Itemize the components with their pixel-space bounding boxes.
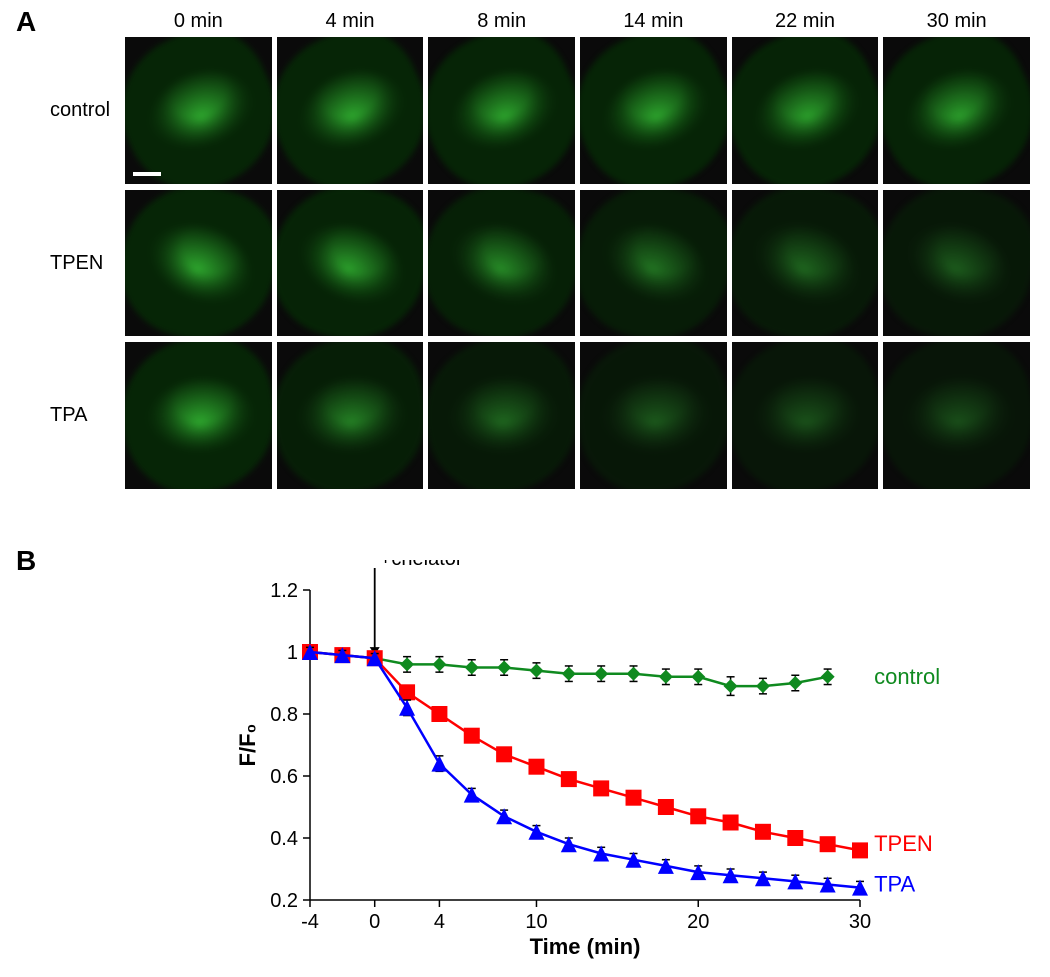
micrograph: [732, 342, 879, 489]
micrograph: [883, 342, 1030, 489]
x-tick-label: 4: [434, 911, 445, 933]
marker: [399, 700, 415, 716]
y-tick-label: 0.6: [270, 766, 298, 788]
series-label-TPA: TPA: [874, 872, 915, 897]
marker: [626, 790, 642, 806]
marker: [562, 667, 576, 681]
panel-a-label: A: [16, 6, 36, 38]
time-header: 0 min4 min8 min14 min22 min30 min: [50, 10, 1030, 33]
y-tick-label: 1.2: [270, 580, 298, 602]
marker: [496, 746, 512, 762]
panel-b-label: B: [16, 545, 36, 577]
scale-bar: [133, 172, 161, 176]
row-label-control: control: [50, 99, 120, 122]
micrograph: [580, 37, 727, 184]
x-axis-label: Time (min): [530, 934, 641, 959]
image-row-control: control: [50, 37, 1030, 184]
x-tick-label: 0: [369, 911, 380, 933]
marker: [723, 815, 739, 831]
time-header-2: 8 min: [428, 10, 575, 33]
marker: [561, 836, 577, 852]
marker: [756, 679, 770, 693]
micrograph: [580, 190, 727, 337]
micrograph: [883, 190, 1030, 337]
marker: [496, 808, 512, 824]
marker: [659, 670, 673, 684]
marker: [852, 842, 868, 858]
series-line-TPEN: [310, 652, 860, 850]
micrograph: [277, 342, 424, 489]
marker: [691, 670, 705, 684]
x-tick-label: 30: [849, 911, 871, 933]
row-label-tpen: TPEN: [50, 252, 120, 275]
y-tick-label: 0.4: [270, 828, 298, 850]
series-line-TPA: [310, 652, 860, 888]
marker: [561, 771, 577, 787]
series-label-control: control: [874, 664, 940, 689]
marker: [464, 728, 480, 744]
marker: [690, 808, 706, 824]
image-row-tpen: TPEN: [50, 190, 1030, 337]
marker: [658, 799, 674, 815]
marker: [529, 664, 543, 678]
micrograph: [125, 190, 272, 337]
marker: [594, 667, 608, 681]
y-axis-label: F/F₀: [235, 724, 260, 767]
micrograph: [277, 37, 424, 184]
series-label-TPEN: TPEN: [874, 831, 933, 856]
micrograph: [428, 190, 575, 337]
marker: [400, 657, 414, 671]
marker: [528, 824, 544, 840]
marker: [593, 780, 609, 796]
time-header-0: 0 min: [125, 10, 272, 33]
micrograph: [277, 190, 424, 337]
x-tick-label: 20: [687, 911, 709, 933]
y-tick-label: 0.8: [270, 704, 298, 726]
figure: A 0 min4 min8 min14 min22 min30 min cont…: [0, 0, 1050, 977]
micrograph: [580, 342, 727, 489]
micrograph: [428, 37, 575, 184]
x-tick-label: -4: [301, 911, 319, 933]
micrograph: [428, 342, 575, 489]
marker: [432, 657, 446, 671]
marker: [431, 706, 447, 722]
marker: [528, 759, 544, 775]
row-label-tpa: TPA: [50, 404, 120, 427]
micrograph: [125, 342, 272, 489]
marker: [724, 679, 738, 693]
y-tick-label: 0.2: [270, 890, 298, 912]
marker: [821, 670, 835, 684]
y-tick-label: 1: [287, 642, 298, 664]
time-header-5: 30 min: [883, 10, 1030, 33]
micrograph: [732, 190, 879, 337]
chart-svg: -4 0 4 10 20 30 Time (min) 0.2 0.4 0.6 0.8 1 1.2 F/F₀…: [230, 560, 970, 960]
marker: [787, 830, 803, 846]
marker: [627, 667, 641, 681]
image-row-tpa: TPA: [50, 342, 1030, 489]
marker: [820, 836, 836, 852]
time-header-3: 14 min: [580, 10, 727, 33]
micrograph: [883, 37, 1030, 184]
marker: [497, 661, 511, 675]
panel-a: 0 min4 min8 min14 min22 min30 min contro…: [50, 10, 1030, 495]
marker: [431, 756, 447, 772]
marker: [755, 824, 771, 840]
micrograph: [732, 37, 879, 184]
micrograph: [125, 37, 272, 184]
time-header-1: 4 min: [277, 10, 424, 33]
panel-b-chart: -4 0 4 10 20 30 Time (min) 0.2 0.4 0.6 0.8 1 1.2 F/F₀…: [230, 560, 970, 960]
x-tick-label: 10: [525, 911, 547, 933]
marker: [788, 676, 802, 690]
time-header-4: 22 min: [732, 10, 879, 33]
chelator-annotation: +chelator: [380, 560, 463, 570]
marker: [465, 661, 479, 675]
